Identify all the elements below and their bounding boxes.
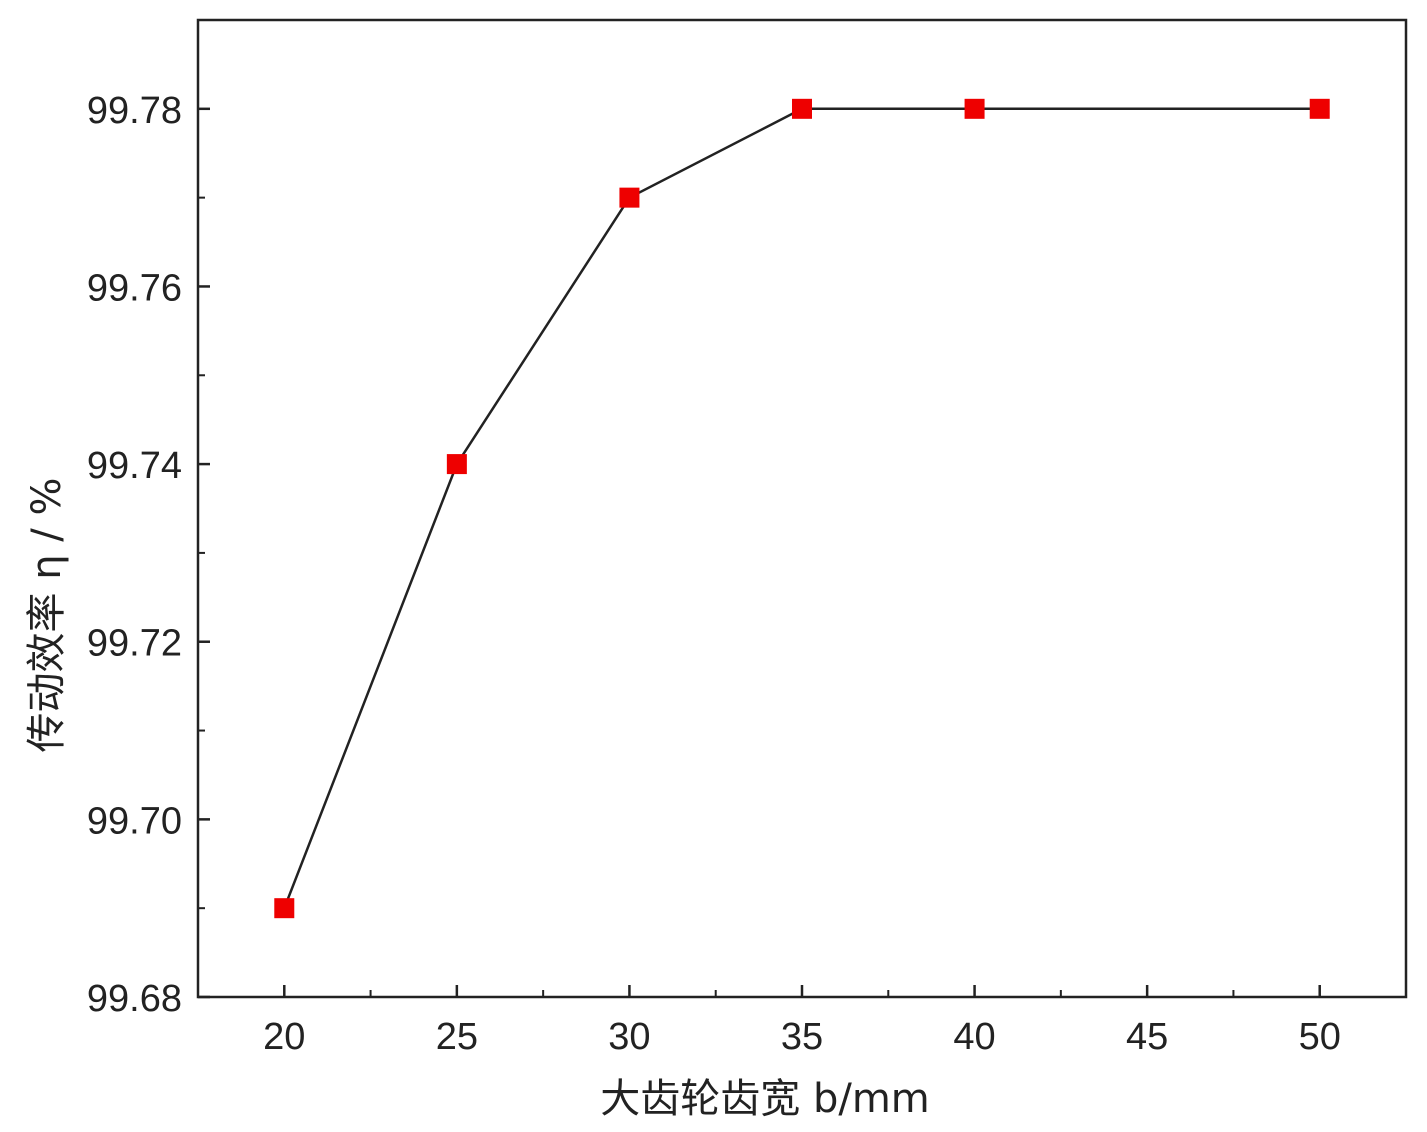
x-tick-label: 40 <box>953 1016 995 1058</box>
y-axis-tick-labels: 99.68 99.70 99.72 99.74 99.76 99.78 <box>87 90 182 1020</box>
series-line <box>283 107 1320 909</box>
y-tick-label: 99.70 <box>87 800 182 842</box>
data-point <box>274 898 295 919</box>
x-axis-tick-labels: 20 25 30 35 40 45 50 <box>263 1016 1341 1058</box>
data-point <box>446 454 467 475</box>
data-point <box>792 98 812 119</box>
x-tick-label: 45 <box>1126 1016 1168 1058</box>
y-axis-ticks <box>198 107 210 999</box>
data-point <box>1309 98 1330 119</box>
y-tick-label: 99.78 <box>87 90 182 132</box>
x-tick-label: 35 <box>781 1016 823 1058</box>
x-tick-label: 25 <box>436 1016 478 1058</box>
y-tick-label: 99.74 <box>87 445 182 487</box>
series-markers <box>274 98 1330 919</box>
plot-frame <box>196 18 1408 999</box>
y-tick-label: 99.68 <box>87 978 182 1020</box>
y-axis-title: 传动效率 η / % <box>24 478 70 753</box>
y-tick-label: 99.76 <box>87 267 182 309</box>
data-point <box>619 187 640 208</box>
x-axis-ticks <box>283 985 1321 997</box>
x-tick-label: 30 <box>608 1016 650 1058</box>
y-tick-label: 99.72 <box>87 623 182 665</box>
x-tick-label: 20 <box>263 1016 305 1058</box>
x-tick-label: 50 <box>1299 1016 1341 1058</box>
x-axis-title: 大齿轮齿宽 b/mm <box>600 1076 930 1122</box>
data-point <box>964 98 985 119</box>
